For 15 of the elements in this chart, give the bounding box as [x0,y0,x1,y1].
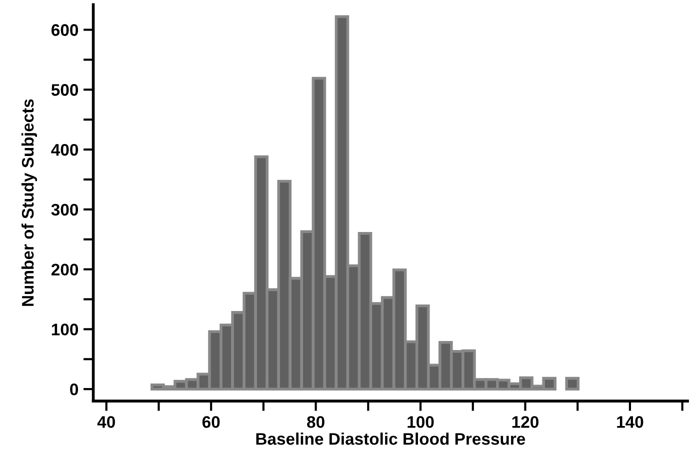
y-tick-label: 500 [51,84,78,96]
x-axis-title: Baseline Diastolic Blood Pressure [256,432,526,445]
y-tick-label: 0 [70,383,78,396]
x-tick-label: 140 [617,416,644,428]
y-axis-title: Number of Study Subjects [21,99,38,306]
y-tick-label: 200 [51,264,78,276]
x-tick-label: 40 [97,416,115,428]
x-tick-label: 120 [512,416,538,428]
y-tick-label: 400 [51,144,78,156]
y-tick-label: 600 [52,24,78,36]
x-tick-label: 60 [202,416,220,428]
y-tick-label: 300 [51,204,78,216]
x-tick-label: 80 [307,416,324,428]
y-tick-label: 100 [52,324,78,336]
x-tick-label: 100 [408,416,434,428]
